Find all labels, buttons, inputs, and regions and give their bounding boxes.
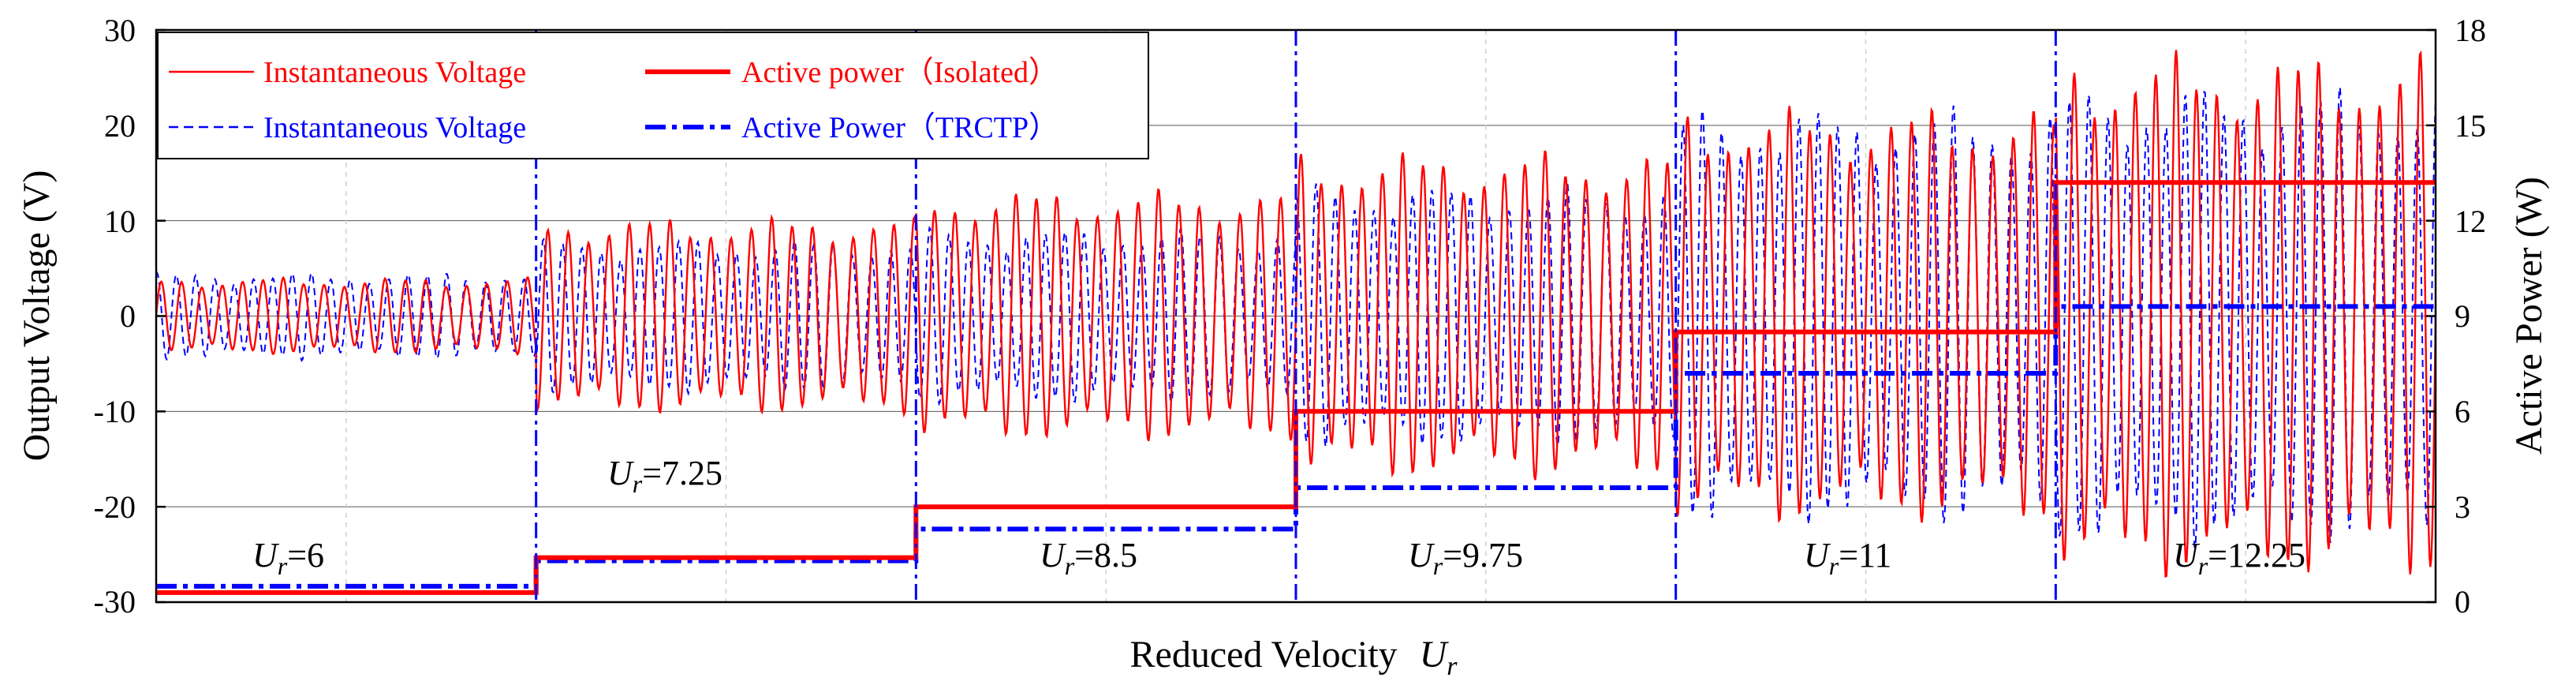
region-labels: Ur=6 Ur=7.25 Ur=8.5 Ur=9.75 Ur=11 Ur=12.… (252, 454, 2305, 580)
left-axis-tick-labels: 30 20 10 0 -10 -20 -30 (94, 13, 136, 620)
y2-tick-label: 12 (2455, 204, 2486, 239)
y2-tick-label: 3 (2455, 489, 2470, 525)
region-label-ur-9-75: Ur=9.75 (1408, 536, 1523, 580)
x-axis-title-text: Reduced Velocity (1130, 634, 1398, 676)
legend-label-power-isolated: Active power（Isolated） (741, 56, 1058, 89)
region-label-ur-7-25: Ur=7.25 (607, 454, 722, 498)
y2-tick-label: 6 (2455, 394, 2470, 429)
region-label-ur-6: Ur=6 (252, 536, 324, 580)
y-tick-label: 30 (104, 13, 136, 48)
legend-box (157, 32, 1149, 159)
x-axis-title-subscript: r (1447, 652, 1458, 681)
y-tick-label: 20 (104, 108, 136, 144)
legend: Instantaneous Voltage Active power（Isola… (157, 32, 1149, 159)
legend-label-voltage-trctp: Instantaneous Voltage (263, 111, 526, 144)
y-tick-label: 10 (104, 204, 136, 239)
y2-tick-label: 18 (2455, 13, 2486, 48)
region-label-ur-11: Ur=11 (1804, 536, 1891, 580)
y2-tick-label: 0 (2455, 584, 2470, 620)
y-tick-label: 0 (120, 298, 136, 334)
y-tick-label: -30 (94, 584, 136, 620)
legend-label-power-trctp: Active Power（TRCTP） (741, 111, 1058, 144)
y2-tick-label: 9 (2455, 298, 2470, 334)
y2-tick-label: 15 (2455, 108, 2486, 144)
region-label-ur-12-25: Ur=12.25 (2173, 536, 2305, 580)
region-label-ur-8-5: Ur=8.5 (1040, 536, 1137, 580)
right-axis-tick-labels: 18 15 12 9 6 3 0 (2455, 13, 2486, 620)
x-axis-title-symbol: U (1420, 634, 1450, 676)
y-tick-label: -20 (94, 489, 136, 525)
legend-label-voltage-isolated: Instantaneous Voltage (263, 56, 526, 89)
x-axis-title: Reduced Velocity Ur (1130, 634, 1458, 681)
y-tick-label: -10 (94, 394, 136, 429)
y2-axis-title: Active Power (W) (2508, 177, 2550, 455)
y-axis-title: Output Voltage (V) (16, 170, 58, 462)
